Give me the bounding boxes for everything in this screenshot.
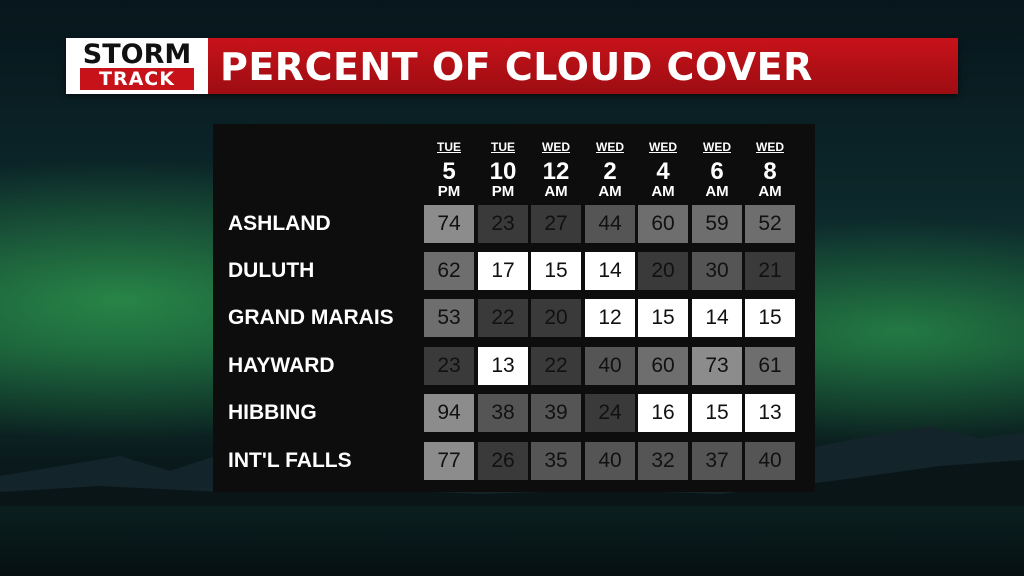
cloud-cover-cell: 30 [692, 252, 742, 290]
column-hour: 10 [489, 158, 517, 185]
column-hour: 5 [442, 158, 456, 185]
page-title: PERCENT OF CLOUD COVER [220, 45, 813, 89]
lake-water [0, 506, 1024, 576]
cloud-cover-cell: 38 [478, 394, 528, 432]
cloud-cover-cell: 14 [692, 299, 742, 337]
cloud-cover-cell: 23 [424, 347, 474, 385]
cloud-cover-cell: 40 [745, 442, 795, 480]
cloud-cover-cell: 53 [424, 299, 474, 337]
column-day: WED [703, 140, 731, 154]
column-header: WED 4 AM [637, 140, 689, 200]
cloud-cover-cell: 15 [692, 394, 742, 432]
column-header: WED 2 AM [584, 140, 636, 200]
column-header: TUE 5 PM [423, 140, 475, 200]
column-header: WED 12 AM [530, 140, 582, 200]
cloud-cover-cell: 52 [745, 205, 795, 243]
cloud-cover-cell: 14 [585, 252, 635, 290]
column-header: WED 8 AM [744, 140, 796, 200]
cloud-cover-cell: 23 [478, 205, 528, 243]
cloud-cover-cell: 32 [638, 442, 688, 480]
column-hour: 4 [656, 158, 670, 185]
cloud-cover-cell: 37 [692, 442, 742, 480]
column-ampm: AM [598, 183, 622, 200]
cloud-cover-cell: 22 [478, 299, 528, 337]
cloud-cover-cell: 59 [692, 205, 742, 243]
cloud-cover-cell: 24 [585, 394, 635, 432]
cloud-cover-cell: 62 [424, 252, 474, 290]
column-ampm: PM [437, 183, 461, 200]
column-ampm: PM [491, 183, 515, 200]
column-header: WED 6 AM [691, 140, 743, 200]
column-hour: 2 [603, 158, 617, 185]
column-ampm: AM [651, 183, 675, 200]
cloud-cover-cell: 74 [424, 205, 474, 243]
cloud-cover-cell: 40 [585, 347, 635, 385]
mountain-silhouette [0, 426, 1024, 516]
cloud-cover-cell: 17 [478, 252, 528, 290]
cloud-cover-cell: 35 [531, 442, 581, 480]
cloud-cover-cell: 77 [424, 442, 474, 480]
cloud-cover-cell: 15 [745, 299, 795, 337]
title-banner [66, 38, 958, 94]
row-label: ASHLAND [228, 212, 331, 235]
cloud-cover-cell: 16 [638, 394, 688, 432]
column-ampm: AM [758, 183, 782, 200]
column-hour: 12 [542, 158, 570, 185]
row-label: DULUTH [228, 259, 315, 282]
cloud-cover-cell: 12 [585, 299, 635, 337]
column-day: WED [542, 140, 570, 154]
cloud-cover-cell: 44 [585, 205, 635, 243]
column-day: WED [596, 140, 624, 154]
cloud-cover-cell: 13 [745, 394, 795, 432]
logo-line1: STORM [82, 39, 192, 70]
cloud-cover-cell: 73 [692, 347, 742, 385]
storm-track-logo: STORM TRACK [66, 38, 208, 94]
row-label: HIBBING [228, 401, 317, 424]
cloud-cover-cell: 21 [745, 252, 795, 290]
column-day: WED [649, 140, 677, 154]
row-label: GRAND MARAIS [228, 306, 394, 329]
cloud-cover-cell: 39 [531, 394, 581, 432]
cloud-cover-cell: 13 [478, 347, 528, 385]
logo-line2: TRACK [80, 68, 194, 90]
cloud-cover-cell: 26 [478, 442, 528, 480]
cloud-cover-cell: 94 [424, 394, 474, 432]
row-label: HAYWARD [228, 354, 335, 377]
column-day: TUE [437, 140, 461, 154]
cloud-cover-cell: 15 [531, 252, 581, 290]
cloud-cover-cell: 60 [638, 347, 688, 385]
cloud-cover-cell: 60 [638, 205, 688, 243]
cloud-cover-cell: 27 [531, 205, 581, 243]
column-ampm: AM [705, 183, 729, 200]
cloud-cover-cell: 40 [585, 442, 635, 480]
cloud-cover-cell: 20 [531, 299, 581, 337]
column-header: TUE 10 PM [477, 140, 529, 200]
row-label: INT'L FALLS [228, 449, 352, 472]
column-day: WED [756, 140, 784, 154]
column-hour: 8 [763, 158, 777, 185]
cloud-cover-cell: 61 [745, 347, 795, 385]
cloud-cover-cell: 20 [638, 252, 688, 290]
cloud-cover-cell: 15 [638, 299, 688, 337]
column-day: TUE [491, 140, 515, 154]
cloud-cover-cell: 22 [531, 347, 581, 385]
column-ampm: AM [544, 183, 568, 200]
column-hour: 6 [710, 158, 724, 185]
